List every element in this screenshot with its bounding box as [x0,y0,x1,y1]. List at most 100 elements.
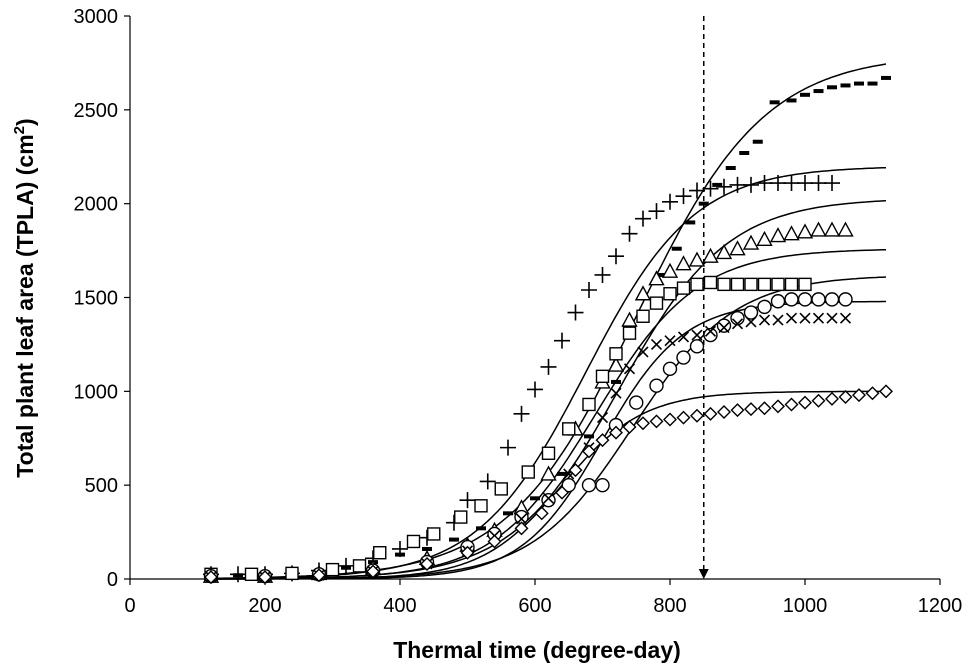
data-point-circle [541,492,556,508]
data-point-circle [757,299,772,315]
data-point-square [649,296,664,310]
data-point-x [772,314,784,326]
data-point-square [690,277,704,292]
data-point-square [427,527,441,541]
annotation-layer [698,16,709,579]
data-point-diamond [595,433,610,448]
data-point-x [542,492,555,504]
data-point-x [637,346,649,358]
data-point-square [373,546,387,560]
fit-curve-plus [204,166,887,580]
data-point-diamond [460,545,475,560]
data-point-square [352,559,367,573]
data-point-x [515,513,528,525]
data-point-x [812,312,825,324]
data-point-square [757,277,772,292]
data-point-plus [729,176,746,193]
data-point-x [826,312,838,324]
data-point-plus [797,175,813,192]
data-point-plus [743,176,759,193]
data-point-plus [689,182,705,199]
axes: 0 200 400 600 800 1000 1200 0 500 1000 1500 2000 250… [74,6,963,617]
data-point-circle [629,395,644,410]
data-point-diamond [879,384,893,399]
data-point-diamond [609,425,623,440]
data-point-plus [810,175,827,192]
data-point-circle [649,378,664,393]
y-axis-title-superscript: 2 [11,126,28,134]
data-point-diamond [420,556,434,571]
y-tick-label: 0 [107,569,118,591]
data-point-square [285,566,299,581]
data-point-diamond [825,391,839,406]
data-point-plus [230,566,246,583]
data-point-diamond [555,485,569,500]
data-point-triangle [729,240,746,256]
data-point-square [582,397,596,412]
data-point-diamond [622,420,637,434]
data-point-square [622,326,637,340]
data-point-triangle [837,221,854,237]
data-point-x [623,363,636,375]
data-point-triangle [783,225,800,241]
x-tick-label: 200 [248,595,281,617]
data-point-x [691,329,703,341]
data-point-diamond [312,568,326,583]
data-point-square [562,422,576,436]
data-point-x [610,387,622,399]
data-point-circle [797,292,813,307]
data-point-triangle [607,356,625,372]
data-point-square [717,277,731,292]
data-point-square [244,567,259,582]
y-tick-label: 2000 [74,194,119,216]
fit-curve-circle [204,276,887,580]
data-point-x [704,325,717,337]
data-point-diamond [534,506,549,521]
data-point-plus [594,266,611,283]
data-point-triangle [742,234,760,250]
fit-curve-diamond [204,390,886,580]
data-point-x [664,335,676,347]
data-point-circle [676,350,691,365]
data-point-square [636,309,650,323]
data-point-square [541,446,556,460]
data-point-plus [554,332,570,349]
data-point-x [731,318,744,330]
data-point-triangle [661,262,679,278]
data-point-x [718,321,730,334]
x-axis-title: Thermal time (degree-day) [393,637,681,663]
y-tick-label: 3000 [74,6,119,28]
data-point-plus [635,210,651,227]
data-point-diamond [690,408,704,423]
data-point-circle [811,292,826,307]
x-tick-label: 1000 [783,595,828,617]
data-point-plus [527,381,543,398]
data-point-plus [392,540,408,557]
data-point-circle [784,292,799,307]
data-point-circle [581,477,597,493]
x-tick-label: 600 [518,595,551,617]
data-point-diamond [204,570,218,585]
data-point-circle [716,318,732,333]
data-point-square [609,347,623,361]
data-point-plus [608,248,624,265]
data-point-triangle [715,243,733,260]
data-point-plus [581,281,597,298]
data-point-triangle [540,465,557,481]
data-point-triangle [796,223,814,239]
data-point-diamond [514,521,529,536]
data-point-circle [595,477,610,493]
fit-curve-triangle [204,199,887,580]
data-point-square [676,281,691,295]
data-point-triangle [823,221,841,237]
data-point-diamond [703,406,718,421]
data-point-diamond [663,412,677,427]
data-point-diamond [744,402,758,417]
data-point-plus [756,175,773,192]
data-point-plus [540,358,557,375]
data-point-square [663,287,677,301]
data-point-square [744,277,758,292]
data-point-diamond [865,386,880,401]
data-point-circle [561,477,576,493]
